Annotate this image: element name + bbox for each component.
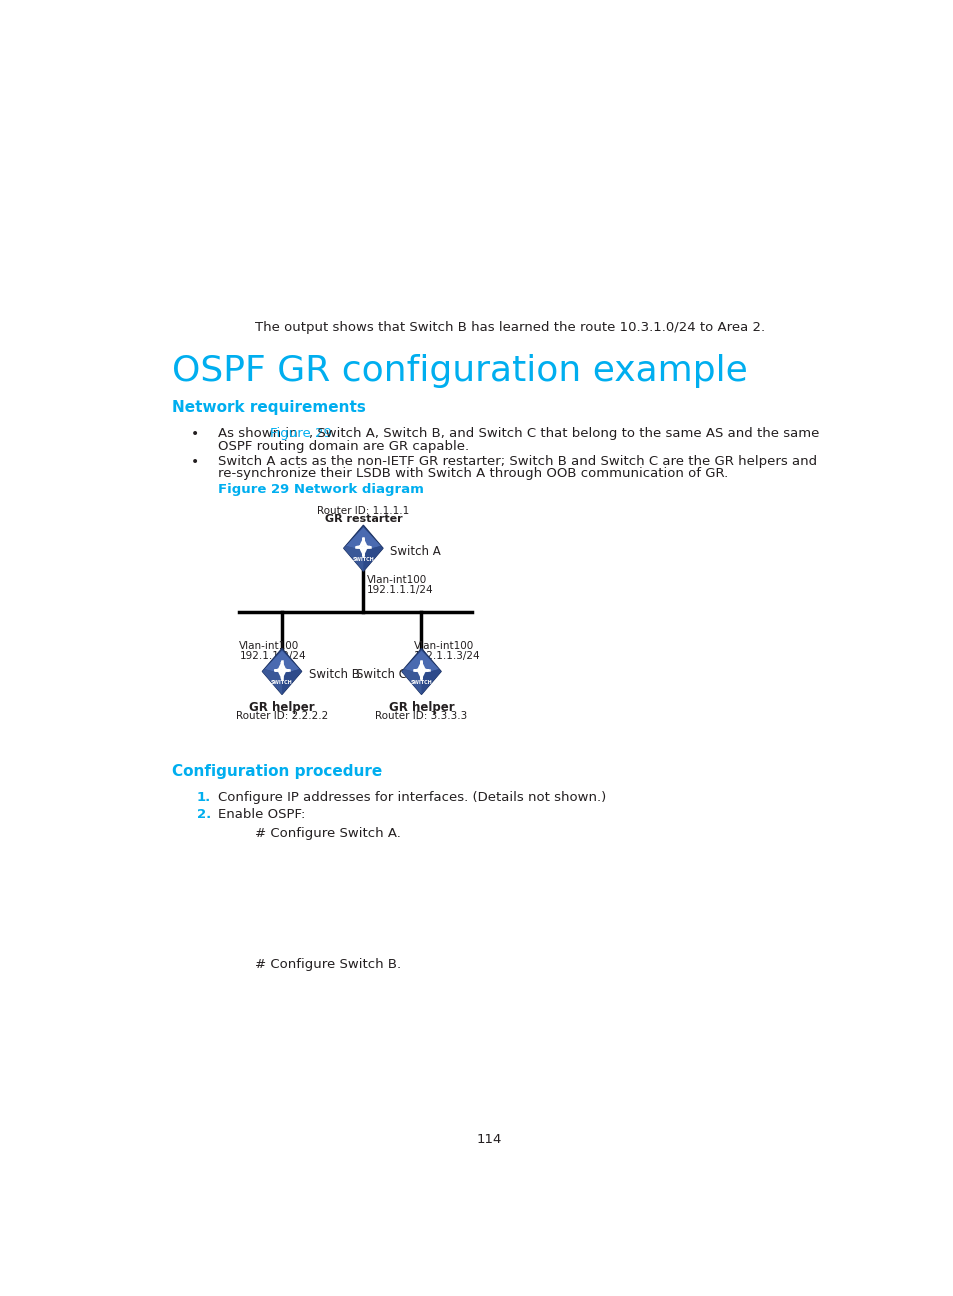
- Text: Vlan-int100: Vlan-int100: [367, 575, 427, 586]
- Text: , Switch A, Switch B, and Switch C that belong to the same AS and the same: , Switch A, Switch B, and Switch C that …: [309, 428, 819, 441]
- Text: 114: 114: [476, 1134, 501, 1147]
- Text: Figure 29 Network diagram: Figure 29 Network diagram: [218, 483, 424, 496]
- Text: Vlan-int100: Vlan-int100: [239, 640, 299, 651]
- Text: re-synchronize their LSDB with Switch A through OOB communication of GR.: re-synchronize their LSDB with Switch A …: [218, 468, 728, 481]
- Text: Enable OSPF:: Enable OSPF:: [218, 809, 306, 822]
- Polygon shape: [346, 527, 380, 551]
- Polygon shape: [262, 648, 301, 695]
- Text: Switch C: Switch C: [355, 667, 406, 680]
- Text: GR helper: GR helper: [249, 701, 314, 714]
- Text: GR restarter: GR restarter: [324, 515, 402, 525]
- Text: SWITCH: SWITCH: [410, 680, 432, 684]
- Text: As shown in: As shown in: [218, 428, 302, 441]
- Text: Configure IP addresses for interfaces. (Details not shown.): Configure IP addresses for interfaces. (…: [218, 791, 606, 804]
- Text: OSPF GR configuration example: OSPF GR configuration example: [172, 354, 747, 389]
- Text: •: •: [192, 455, 199, 469]
- Polygon shape: [262, 669, 282, 695]
- Text: # Configure Switch B.: # Configure Switch B.: [254, 958, 400, 971]
- Polygon shape: [421, 669, 441, 695]
- Text: Router ID: 2.2.2.2: Router ID: 2.2.2.2: [235, 712, 328, 722]
- Polygon shape: [343, 525, 383, 572]
- Text: Network requirements: Network requirements: [172, 400, 365, 416]
- Text: Router ID: 3.3.3.3: Router ID: 3.3.3.3: [375, 712, 467, 722]
- Text: 192.1.1.3/24: 192.1.1.3/24: [414, 651, 480, 661]
- Text: The output shows that Switch B has learned the route 10.3.1.0/24 to Area 2.: The output shows that Switch B has learn…: [254, 321, 764, 334]
- Text: Configuration procedure: Configuration procedure: [172, 763, 382, 779]
- Text: GR helper: GR helper: [388, 701, 454, 714]
- Text: # Configure Switch A.: # Configure Switch A.: [254, 827, 400, 840]
- Text: SWITCH: SWITCH: [352, 557, 374, 561]
- Text: Switch A: Switch A: [390, 544, 441, 557]
- Text: Switch A acts as the non-IETF GR restarter; Switch B and Switch C are the GR hel: Switch A acts as the non-IETF GR restart…: [218, 455, 817, 468]
- Text: Vlan-int100: Vlan-int100: [414, 640, 474, 651]
- Text: 192.1.1.2/24: 192.1.1.2/24: [239, 651, 306, 661]
- Polygon shape: [401, 648, 441, 695]
- Text: 192.1.1.1/24: 192.1.1.1/24: [367, 586, 434, 595]
- Text: •: •: [192, 428, 199, 442]
- Polygon shape: [282, 669, 301, 695]
- Polygon shape: [404, 651, 438, 674]
- Text: 1.: 1.: [196, 791, 211, 804]
- Polygon shape: [401, 669, 421, 695]
- Polygon shape: [343, 546, 363, 572]
- Polygon shape: [363, 546, 383, 572]
- Polygon shape: [264, 651, 299, 674]
- Text: 2.: 2.: [196, 809, 211, 822]
- Text: SWITCH: SWITCH: [271, 680, 293, 684]
- Text: OSPF routing domain are GR capable.: OSPF routing domain are GR capable.: [218, 439, 469, 452]
- Text: Router ID: 1.1.1.1: Router ID: 1.1.1.1: [317, 505, 409, 516]
- Text: Figure 29: Figure 29: [270, 428, 331, 441]
- Text: Switch B: Switch B: [309, 667, 359, 680]
